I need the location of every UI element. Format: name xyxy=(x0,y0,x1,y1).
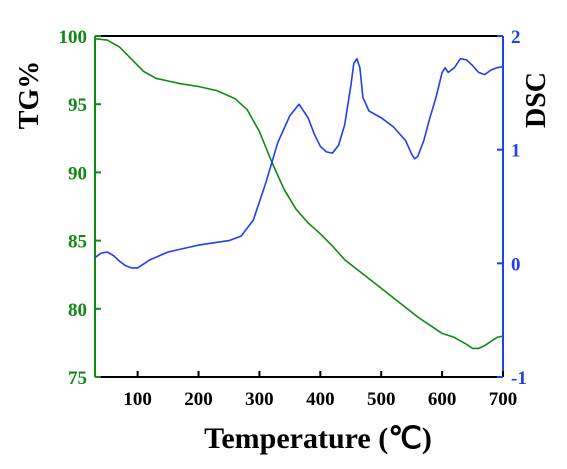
y-left-tick-label-80: 80 xyxy=(68,300,87,321)
y-left-tick-label-90: 90 xyxy=(68,163,87,184)
x-tick-label-400: 400 xyxy=(306,389,335,410)
dsc-series-line xyxy=(94,57,504,269)
y-left-tick-label-95: 95 xyxy=(68,95,87,116)
y-left-tick-label-100: 100 xyxy=(59,27,88,48)
x-tick-label-600: 600 xyxy=(428,389,457,410)
x-tick-label-500: 500 xyxy=(367,389,396,410)
y-right-axis-title: DSC xyxy=(521,72,552,128)
x-tick-label-200: 200 xyxy=(184,389,213,410)
tg-series-line xyxy=(94,37,504,350)
y-left-axis-title: TG% xyxy=(14,61,45,129)
x-axis-title: Temperature (℃) xyxy=(204,422,432,455)
y-right-tick-label-0: 0 xyxy=(511,254,521,275)
y-right-tick-label-2: 2 xyxy=(511,27,521,48)
x-tick-label-300: 300 xyxy=(245,389,274,410)
x-tick-label-100: 100 xyxy=(123,389,152,410)
y-left-tick-label-85: 85 xyxy=(68,232,87,253)
y-right-tick-label--1: -1 xyxy=(511,368,527,389)
y-left-tick-label-75: 75 xyxy=(68,368,87,389)
x-tick-label-700: 700 xyxy=(489,389,518,410)
y-right-tick-label-1: 1 xyxy=(511,141,521,162)
